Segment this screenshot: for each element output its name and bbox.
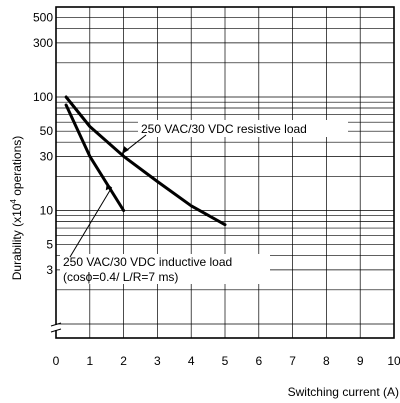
x-tick-label: 5 <box>222 354 229 368</box>
y-axis-label-tail: operations) <box>10 136 24 199</box>
y-tick-label: 100 <box>33 90 53 104</box>
x-tick-label: 8 <box>323 354 330 368</box>
inductive-label-box <box>60 254 270 284</box>
x-tick-label: 10 <box>387 354 400 368</box>
x-tick-label: 6 <box>255 354 262 368</box>
resistive-arrowhead <box>121 145 129 154</box>
y-tick-label: 50 <box>40 124 54 138</box>
y-tick-label: 10 <box>40 204 54 218</box>
y-axis-label-sup: 4 <box>9 199 18 204</box>
x-tick-label: 1 <box>86 354 93 368</box>
x-axis-label: Switching current (A) <box>288 385 399 399</box>
inductive-arrowhead <box>105 183 112 191</box>
grid-lines <box>56 7 394 338</box>
resistive-label-box <box>138 120 348 137</box>
y-tick-label: 30 <box>40 149 54 163</box>
x-tick-label: 7 <box>289 354 296 368</box>
y-tick-label: 500 <box>33 11 53 25</box>
y-tick-labels: 500 300 100 50 30 10 5 3 <box>33 11 53 277</box>
x-tick-label: 0 <box>53 354 60 368</box>
inductive-leader <box>69 187 113 258</box>
inductive-label-line2: (cosϕ=0.4/ L/R=7 ms) <box>63 270 178 284</box>
inductive-label: 250 VAC/30 VDC inductive load <box>63 255 232 269</box>
y-tick-label: 5 <box>46 238 53 252</box>
x-tick-labels: 0 1 2 3 4 5 6 7 8 9 10 <box>53 354 400 368</box>
x-tick-label: 4 <box>188 354 195 368</box>
annotations: 250 VAC/30 VDC resistive load 250 VAC/30 … <box>60 120 348 284</box>
x-tick-label: 9 <box>357 354 364 368</box>
y-axis-break <box>50 322 62 333</box>
y-tick-label: 3 <box>46 263 53 277</box>
y-axis-label-main: Durability (x10 <box>10 203 24 280</box>
y-axis-label: Durability (x104 operations) <box>9 136 24 281</box>
series-lines <box>64 95 227 227</box>
plot-frame <box>55 6 395 339</box>
axis-break-slash <box>50 328 62 333</box>
axis-break-gap <box>52 325 60 330</box>
y-tick-label: 300 <box>33 36 53 50</box>
axis-break-slash <box>50 322 62 327</box>
x-tick-label: 3 <box>154 354 161 368</box>
series-line-inductive <box>64 103 126 212</box>
resistive-label: 250 VAC/30 VDC resistive load <box>141 122 307 136</box>
x-tick-label: 2 <box>120 354 127 368</box>
series-line-resistive <box>64 95 227 227</box>
